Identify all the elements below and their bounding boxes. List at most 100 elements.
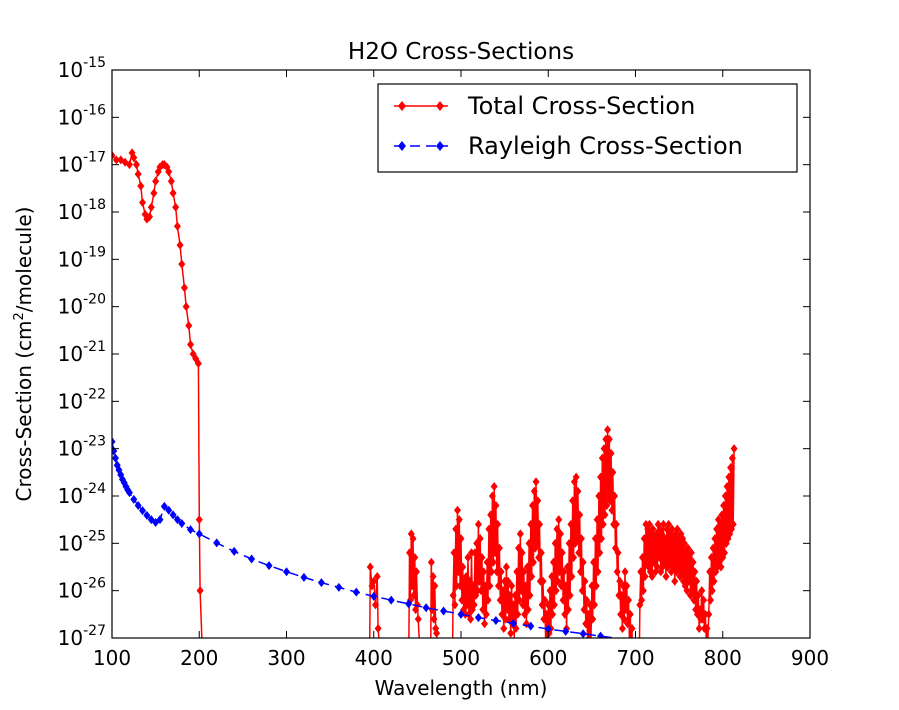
data-point bbox=[450, 548, 458, 558]
data-point bbox=[549, 609, 557, 619]
legend: Total Cross-Section Rayleigh Cross-Secti… bbox=[377, 83, 798, 173]
data-point bbox=[589, 614, 597, 624]
series-rayleigh bbox=[112, 437, 620, 638]
data-point bbox=[579, 557, 587, 567]
y-tick-exponent: -21 bbox=[83, 339, 106, 355]
x-tick-label: 400 bbox=[355, 646, 393, 670]
data-point bbox=[511, 590, 519, 600]
data-point bbox=[481, 619, 489, 629]
data-point bbox=[522, 581, 530, 591]
data-point bbox=[579, 629, 587, 638]
data-point bbox=[300, 572, 308, 582]
data-point bbox=[165, 505, 173, 515]
data-point bbox=[513, 567, 521, 577]
data-point bbox=[541, 595, 549, 605]
data-point bbox=[648, 571, 656, 581]
data-point bbox=[665, 519, 673, 529]
data-point bbox=[650, 557, 658, 567]
data-point bbox=[156, 515, 164, 525]
data-point bbox=[499, 586, 507, 596]
data-point bbox=[409, 534, 417, 544]
data-point bbox=[473, 538, 481, 548]
data-point bbox=[150, 188, 158, 198]
y-tick-base: 10 bbox=[58, 58, 83, 82]
y-axis-ticks: 10-2710-2610-2510-2410-2310-2210-2110-20… bbox=[58, 55, 810, 650]
data-point bbox=[160, 501, 168, 511]
data-point bbox=[132, 160, 140, 170]
data-point bbox=[717, 562, 725, 572]
data-point bbox=[130, 494, 138, 504]
data-point bbox=[112, 437, 116, 447]
y-tick-base: 10 bbox=[58, 295, 83, 319]
data-point bbox=[495, 581, 503, 591]
x-tick-label: 700 bbox=[616, 646, 654, 670]
data-point bbox=[689, 557, 697, 567]
data-point bbox=[546, 586, 554, 596]
y-tick-exponent: -24 bbox=[83, 481, 106, 497]
data-point bbox=[580, 605, 588, 615]
data-point bbox=[506, 590, 514, 600]
data-point bbox=[593, 515, 601, 525]
data-point bbox=[595, 491, 603, 501]
y-tick-base: 10 bbox=[58, 200, 83, 224]
data-point bbox=[674, 562, 682, 572]
data-point bbox=[597, 631, 605, 638]
x-tick-label: 100 bbox=[93, 646, 131, 670]
data-point bbox=[492, 500, 500, 510]
data-point bbox=[477, 586, 485, 596]
data-point bbox=[638, 595, 646, 605]
data-point bbox=[563, 562, 571, 572]
data-point bbox=[187, 525, 195, 535]
data-point bbox=[567, 519, 575, 529]
legend-label-total: Total Cross-Section bbox=[467, 92, 695, 120]
data-point bbox=[550, 600, 558, 610]
data-point bbox=[613, 567, 621, 577]
data-point bbox=[666, 557, 674, 567]
data-point bbox=[625, 595, 633, 605]
data-point bbox=[695, 624, 703, 634]
data-point bbox=[491, 548, 499, 558]
data-point bbox=[517, 586, 525, 596]
data-point bbox=[374, 624, 382, 634]
data-point bbox=[549, 557, 557, 567]
data-point bbox=[532, 477, 540, 487]
data-point bbox=[431, 581, 439, 591]
data-point bbox=[475, 576, 483, 586]
legend-marker-total bbox=[398, 101, 406, 111]
data-point bbox=[518, 548, 526, 558]
data-point bbox=[143, 510, 151, 520]
data-point bbox=[515, 543, 523, 553]
data-point bbox=[727, 463, 735, 473]
y-tick-base: 10 bbox=[58, 626, 83, 650]
legend-marker-rayleigh bbox=[398, 141, 406, 151]
data-point bbox=[548, 571, 556, 581]
data-point bbox=[543, 609, 551, 619]
series-layer bbox=[112, 148, 738, 638]
x-tick-label: 500 bbox=[442, 646, 480, 670]
data-point bbox=[558, 548, 566, 558]
x-tick-label: 900 bbox=[791, 646, 829, 670]
data-point bbox=[604, 425, 612, 435]
y-tick-exponent: -19 bbox=[83, 244, 106, 260]
data-point bbox=[716, 519, 724, 529]
data-point bbox=[523, 562, 531, 572]
y-tick-label: 10-25 bbox=[58, 528, 106, 555]
data-point bbox=[525, 538, 533, 548]
data-point bbox=[605, 434, 613, 444]
data-point bbox=[139, 506, 147, 516]
data-point bbox=[618, 590, 626, 600]
data-point bbox=[556, 567, 564, 577]
data-point bbox=[614, 548, 622, 558]
data-point bbox=[690, 595, 698, 605]
data-point bbox=[628, 624, 636, 634]
data-point bbox=[687, 548, 695, 558]
data-point bbox=[711, 534, 719, 544]
data-point bbox=[528, 571, 536, 581]
data-point bbox=[718, 510, 726, 520]
data-point bbox=[655, 553, 663, 563]
data-point bbox=[608, 505, 616, 515]
y-tick-exponent: -16 bbox=[83, 102, 106, 118]
data-point bbox=[668, 524, 676, 534]
data-point bbox=[185, 321, 193, 331]
legend-item-total: Total Cross-Section bbox=[394, 92, 695, 120]
